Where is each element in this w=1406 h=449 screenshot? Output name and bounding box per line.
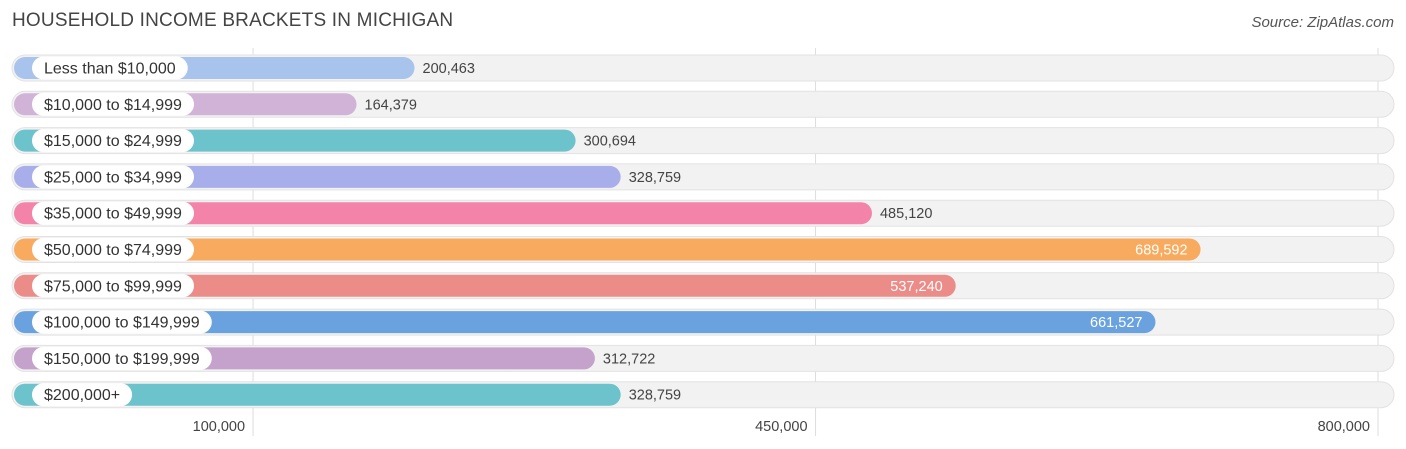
bar-row: $15,000 to $24,999 300,694 [11, 127, 1395, 155]
category-label: $10,000 to $14,999 [44, 97, 182, 114]
bar-row: $10,000 to $14,999 164,379 [11, 90, 1395, 118]
category-label: $25,000 to $34,999 [44, 169, 182, 186]
bar-row: $50,000 to $74,999 689,592 [11, 236, 1395, 263]
category-label-pill [32, 274, 195, 298]
category-label-pill [32, 56, 188, 80]
category-label-pill [32, 346, 212, 370]
chart-title: HOUSEHOLD INCOME BRACKETS IN MICHIGAN [12, 10, 454, 31]
category-label-pill [32, 165, 195, 189]
category-label: Less than $10,000 [44, 61, 176, 78]
category-label: $75,000 to $99,999 [44, 278, 182, 295]
bar [14, 202, 872, 225]
x-tick-label: 800,000 [1318, 419, 1370, 435]
category-label: $100,000 to $149,999 [44, 315, 200, 332]
category-label: $50,000 to $74,999 [44, 242, 182, 259]
bar [14, 383, 621, 406]
bar-row: $25,000 to $34,999 328,759 [11, 163, 1395, 191]
chart-source: Source: ZipAtlas.com [1251, 14, 1394, 31]
bar-row: $75,000 to $99,999 537,240 [11, 272, 1395, 300]
value-label: 200,463 [423, 61, 475, 77]
value-label: 689,592 [1135, 243, 1187, 259]
bar-track [11, 90, 1395, 118]
category-label: $200,000+ [44, 387, 120, 404]
value-label: 485,120 [880, 206, 932, 222]
bar-row: Less than $10,000 200,463 [11, 54, 1395, 82]
value-label: 300,694 [584, 134, 636, 150]
category-label-pill [32, 238, 195, 261]
bar [14, 238, 1201, 261]
bar [14, 311, 1156, 334]
value-label: 537,240 [890, 279, 942, 295]
value-label: 312,722 [603, 351, 655, 367]
x-axis: 100,000 450,000 800,000 [193, 419, 1370, 435]
value-label: 164,379 [365, 97, 417, 113]
bar-row: $150,000 to $199,999 312,722 [11, 344, 1395, 372]
value-label: 328,759 [629, 388, 681, 404]
category-label-pill [32, 201, 195, 225]
x-tick-label: 100,000 [193, 419, 245, 435]
category-label-pill [32, 310, 212, 334]
bar [14, 274, 956, 297]
bar-row: $100,000 to $149,999 661,527 [11, 308, 1395, 336]
bar-row: $200,000+ 328,759 [11, 381, 1395, 409]
category-label-pill [32, 92, 195, 116]
bar-row: $35,000 to $49,999 485,120 [11, 199, 1395, 227]
category-label-pill [32, 129, 195, 153]
value-label: 661,527 [1090, 315, 1142, 331]
category-label: $150,000 to $199,999 [44, 351, 200, 368]
category-label: $15,000 to $24,999 [44, 133, 182, 150]
value-label: 328,759 [629, 170, 681, 186]
category-label: $35,000 to $49,999 [44, 206, 182, 223]
x-tick-label: 450,000 [755, 419, 807, 435]
category-label-pill [32, 383, 133, 407]
